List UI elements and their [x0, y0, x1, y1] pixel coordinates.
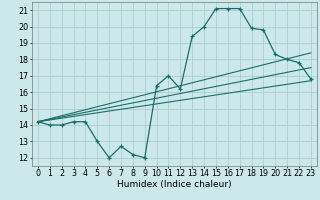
X-axis label: Humidex (Indice chaleur): Humidex (Indice chaleur) — [117, 180, 232, 189]
